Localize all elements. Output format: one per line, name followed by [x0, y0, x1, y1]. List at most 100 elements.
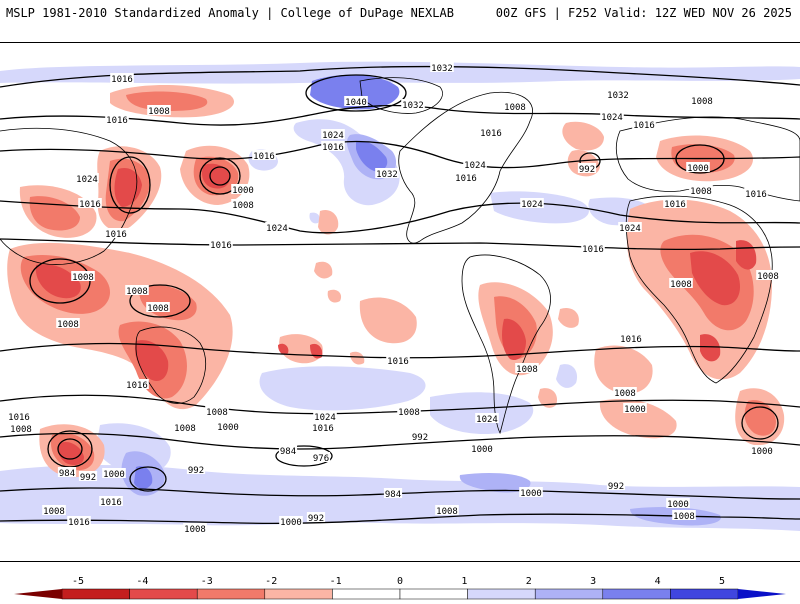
isobar-label: 1008 — [673, 512, 695, 522]
colorbar-cell — [670, 588, 739, 600]
isobar-label: 1008 — [232, 201, 254, 211]
isobar-label: 984 — [385, 490, 401, 500]
isobar-label: 1008 — [148, 107, 170, 117]
isobar-label: 1016 — [620, 335, 642, 345]
colorbar-tick-label: 5 — [719, 576, 725, 587]
isobar-label: 1008 — [691, 97, 713, 107]
colorbar: -5 -4 -3 -2 -1 0 1 2 3 4 5 — [0, 572, 800, 600]
colorbar-cell — [534, 588, 604, 600]
isobar-label: 1024 — [476, 415, 498, 425]
colorbar-tick-label: 0 — [397, 576, 403, 587]
colorbar-tick-label: 1 — [461, 576, 467, 587]
isobar-label: 1008 — [10, 425, 32, 435]
isobar-label: 1000 — [624, 405, 646, 415]
isobar-label: 1024 — [266, 224, 288, 234]
isobar-label: 1016 — [100, 498, 122, 508]
colorbar-tick-label: 3 — [590, 576, 596, 587]
isobar-label: 1000 — [751, 447, 773, 457]
isobar-label: 1024 — [314, 413, 336, 423]
isobar-label: 1008 — [516, 365, 538, 375]
isobar-label: 1016 — [126, 381, 148, 391]
isobar-label: 1008 — [690, 187, 712, 197]
isobar-label: 1016 — [105, 230, 127, 240]
isobar-label: 1016 — [68, 518, 90, 528]
isobar-label: 1016 — [253, 152, 275, 162]
isobar-label: 1016 — [322, 143, 344, 153]
colorbar-tick-label: 4 — [655, 576, 661, 587]
isobar-label: 1016 — [582, 245, 604, 255]
isobar-label: 1008 — [174, 424, 196, 434]
colorbar-tick-label: -3 — [201, 576, 213, 587]
isobar-label: 1016 — [387, 357, 409, 367]
isobar-label: 1016 — [312, 424, 334, 434]
isobar-label: 992 — [579, 165, 595, 175]
isobar-label: 1008 — [614, 389, 636, 399]
colorbar-tick-label: 2 — [526, 576, 532, 587]
isobar-label: 992 — [608, 482, 624, 492]
isobar-label: 1016 — [106, 116, 128, 126]
isobar-label: 1016 — [111, 75, 133, 85]
isobar-label: 1016 — [210, 241, 232, 251]
isobar-label: 1016 — [8, 413, 30, 423]
isobar-label: 1032 — [607, 91, 629, 101]
isobar-label: 992 — [188, 466, 204, 476]
colorbar-tick-label: -1 — [330, 576, 342, 587]
isobar-label: 1016 — [79, 200, 101, 210]
isobar-label: 1008 — [757, 272, 779, 282]
isobar-label: 1000 — [217, 423, 239, 433]
colorbar-cell — [602, 588, 671, 600]
isobar-lines — [0, 65, 800, 525]
isobar-label: 1016 — [455, 174, 477, 184]
isobar-label: 1024 — [322, 131, 344, 141]
isobar-label: 1024 — [521, 200, 543, 210]
colorbar-cell — [399, 588, 468, 600]
colorbar-tick-label: -2 — [265, 576, 277, 587]
isobar-label: 1024 — [464, 161, 486, 171]
isobar-label: 992 — [308, 514, 324, 524]
isobar-label: 1016 — [480, 129, 502, 139]
isobar-label: 1008 — [147, 304, 169, 314]
isobar-label: 1008 — [184, 525, 206, 535]
isobar-label: 992 — [80, 473, 96, 483]
colorbar-cell — [61, 588, 130, 600]
isobar-label: 1008 — [206, 408, 228, 418]
isobar-label: 1032 — [402, 101, 424, 111]
map-title: MSLP 1981-2010 Standardized Anomaly | Co… — [6, 6, 454, 20]
isobar-label: 1016 — [664, 200, 686, 210]
isobar-label: 1000 — [667, 500, 689, 510]
isobar-label: 1008 — [504, 103, 526, 113]
isobar-label: 1008 — [43, 507, 65, 517]
model-run-label: 00Z GFS | F252 Valid: 12Z WED NOV 26 202… — [495, 6, 792, 20]
isobar-label: 1000 — [232, 186, 254, 196]
colorbar-tick-label: -5 — [72, 576, 84, 587]
isobar-label: 1008 — [436, 507, 458, 517]
isobar-label: 1008 — [398, 408, 420, 418]
isobar-label: 1024 — [619, 224, 641, 234]
isobar-label: 984 — [59, 469, 75, 479]
colorbar-tick-label: -4 — [136, 576, 148, 587]
isobar-label: 1040 — [345, 98, 367, 108]
isobar-label: 984 — [280, 447, 296, 457]
isobar-label: 1016 — [745, 190, 767, 200]
isobar-label: 1032 — [376, 170, 398, 180]
isobar-label: 992 — [412, 433, 428, 443]
isobar-label: 1008 — [670, 280, 692, 290]
isobar-label: 1000 — [687, 164, 709, 174]
isobar-label: 1000 — [471, 445, 493, 455]
colorbar-cell — [332, 588, 401, 600]
colorbar-max-arrow — [738, 589, 786, 599]
colorbar-cell — [467, 588, 536, 600]
isobar-label: 1000 — [520, 489, 542, 499]
colorbar-cell — [129, 588, 198, 600]
isobar-label: 1024 — [76, 175, 98, 185]
isobar-label: 1024 — [601, 113, 623, 123]
colorbar-cell — [196, 588, 266, 600]
isobar-label: 1016 — [633, 121, 655, 131]
isobar-label: 1008 — [126, 287, 148, 297]
anomaly-map: 1016 1032 1040 1032 1032 1008 1008 1008 1016 1024… — [0, 42, 800, 562]
colorbar-cell — [264, 588, 333, 600]
isobar-label: 1000 — [280, 518, 302, 528]
isobar-label: 976 — [313, 454, 329, 464]
isobar-label: 1000 — [103, 470, 125, 480]
isobar-label: 1032 — [431, 64, 453, 74]
